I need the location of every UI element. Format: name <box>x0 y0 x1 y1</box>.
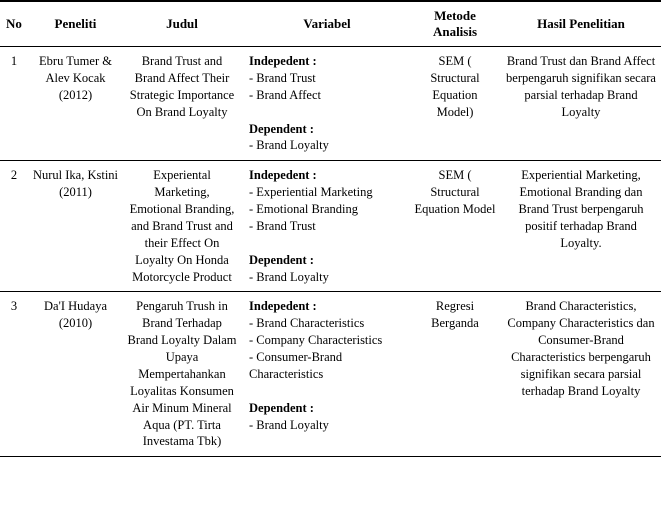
spacer <box>249 104 405 121</box>
dependent-item: - Brand Loyalty <box>249 417 405 434</box>
cell-hasil: Brand Trust dan Brand Affect berpengaruh… <box>501 47 661 161</box>
cell-judul: Experiental Marketing, Emotional Brandin… <box>123 161 241 292</box>
independent-label: Indepedent : <box>249 53 405 70</box>
header-no: No <box>0 1 28 47</box>
table-row: 2Nurul Ika, Kstini (2011)Experiental Mar… <box>0 161 661 292</box>
independent-item: - Consumer-Brand Characteristics <box>249 349 405 383</box>
dependent-label: Dependent : <box>249 400 405 417</box>
independent-item: - Brand Trust <box>249 70 405 87</box>
dependent-label: Dependent : <box>249 121 405 138</box>
dependent-label: Dependent : <box>249 252 405 269</box>
cell-variabel: Indepedent :- Brand Characteristics- Com… <box>241 292 409 457</box>
table-body: 1Ebru Tumer & Alev Kocak (2012)Brand Tru… <box>0 47 661 457</box>
cell-metode: Regresi Berganda <box>409 292 501 457</box>
independent-label: Indepedent : <box>249 298 405 315</box>
cell-hasil: Brand Characteristics, Company Character… <box>501 292 661 457</box>
cell-judul: Brand Trust and Brand Affect Their Strat… <box>123 47 241 161</box>
independent-item: - Brand Characteristics <box>249 315 405 332</box>
cell-peneliti: Da'I Hudaya (2010) <box>28 292 123 457</box>
cell-peneliti: Nurul Ika, Kstini (2011) <box>28 161 123 292</box>
cell-variabel: Indepedent :- Brand Trust- Brand Affect … <box>241 47 409 161</box>
cell-metode: SEM ( Structural Equation Model) <box>409 47 501 161</box>
cell-no: 3 <box>0 292 28 457</box>
cell-no: 1 <box>0 47 28 161</box>
table-row: 1Ebru Tumer & Alev Kocak (2012)Brand Tru… <box>0 47 661 161</box>
cell-judul: Pengaruh Trush in Brand Terhadap Brand L… <box>123 292 241 457</box>
header-variabel: Variabel <box>241 1 409 47</box>
header-peneliti: Peneliti <box>28 1 123 47</box>
independent-item: - Brand Affect <box>249 87 405 104</box>
independent-item: - Emotional Branding <box>249 201 405 218</box>
cell-variabel: Indepedent :- Experiential Marketing- Em… <box>241 161 409 292</box>
spacer <box>249 383 405 400</box>
spacer <box>249 235 405 252</box>
independent-item: - Experiential Marketing <box>249 184 405 201</box>
cell-metode: SEM ( Structural Equation Model <box>409 161 501 292</box>
cell-hasil: Experiential Marketing, Emotional Brandi… <box>501 161 661 292</box>
table-row: 3Da'I Hudaya (2010)Pengaruh Trush in Bra… <box>0 292 661 457</box>
header-hasil: Hasil Penelitian <box>501 1 661 47</box>
independent-item: - Company Characteristics <box>249 332 405 349</box>
header-row: No Peneliti Judul Variabel Metode Analis… <box>0 1 661 47</box>
independent-label: Indepedent : <box>249 167 405 184</box>
header-metode: Metode Analisis <box>409 1 501 47</box>
dependent-item: - Brand Loyalty <box>249 269 405 286</box>
dependent-item: - Brand Loyalty <box>249 137 405 154</box>
cell-peneliti: Ebru Tumer & Alev Kocak (2012) <box>28 47 123 161</box>
research-table: No Peneliti Judul Variabel Metode Analis… <box>0 0 661 457</box>
independent-item: - Brand Trust <box>249 218 405 235</box>
cell-no: 2 <box>0 161 28 292</box>
header-judul: Judul <box>123 1 241 47</box>
